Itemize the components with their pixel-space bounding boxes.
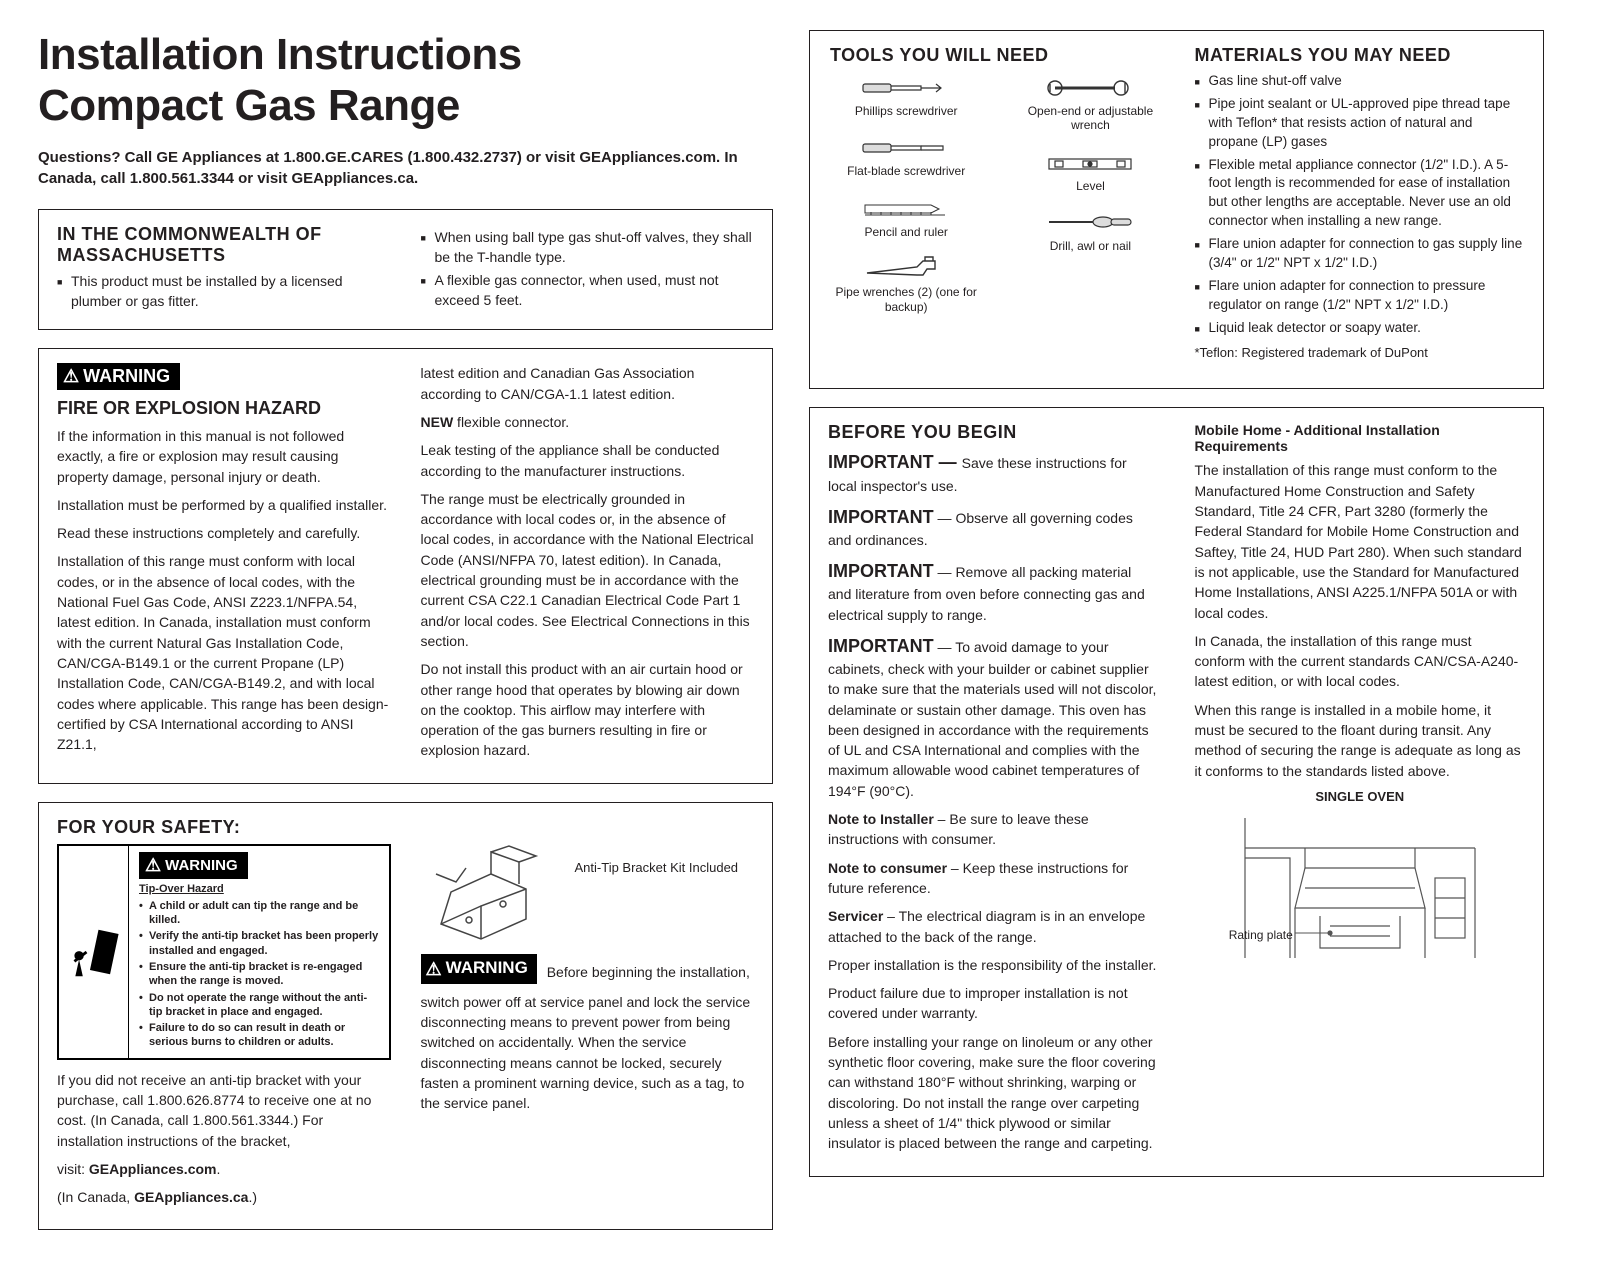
important-line: IMPORTANT — Remove all packing material …: [828, 558, 1159, 625]
mass-right-list: When using ball type gas shut-off valves…: [421, 228, 755, 310]
tipover-icon: [59, 846, 129, 1058]
tipover-title: Tip-Over Hazard: [139, 883, 379, 895]
note-line: Servicer – The electrical diagram is in …: [828, 906, 1159, 947]
fire-hazard-box: WARNING FIRE OR EXPLOSION HAZARD If the …: [38, 348, 773, 783]
tipover-item: Ensure the anti-tip bracket is re-engage…: [139, 960, 379, 989]
mobile-para: When this range is installed in a mobile…: [1195, 700, 1526, 781]
safety-followup: (In Canada, GEAppliances.ca.): [57, 1187, 391, 1207]
drill-icon: [1045, 209, 1135, 237]
important-line: IMPORTANT — Save these instructions for …: [828, 449, 1159, 495]
material-item: Pipe joint sealant or UL-approved pipe t…: [1195, 95, 1524, 152]
materials-list: Gas line shut-off valve Pipe joint seala…: [1195, 72, 1524, 338]
safety-followup: If you did not receive an anti-tip brack…: [57, 1070, 391, 1151]
tools-section: TOOLS YOU WILL NEED Phillips screwdriver…: [830, 45, 1159, 370]
tipover-item: Verify the anti-tip bracket has been pro…: [139, 929, 379, 958]
questions-text: Questions? Call GE Appliances at 1.800.G…: [38, 147, 773, 189]
important-line: IMPORTANT — To avoid damage to your cabi…: [828, 633, 1159, 801]
phillips-screwdriver-icon: [861, 74, 951, 102]
page-root: Installation Instructions Compact Gas Ra…: [38, 30, 1562, 1248]
rating-figure: SINGLE OVEN Rating plate: [1195, 789, 1526, 961]
rating-plate-label: Rating plate: [1229, 928, 1293, 942]
mobile-heading: Mobile Home - Additional Installation Re…: [1195, 422, 1526, 454]
fire-para: NEW flexible connector.: [421, 412, 755, 432]
warning-badge: WARNING: [139, 852, 248, 879]
left-column: Installation Instructions Compact Gas Ra…: [38, 30, 773, 1248]
fire-para: If the information in this manual is not…: [57, 426, 391, 487]
tool-item: Open-end or adjustable wrench: [1022, 74, 1158, 133]
note-line: Note to Installer – Be sure to leave the…: [828, 809, 1159, 850]
massachusetts-box: IN THE COMMONWEALTH OF MASSACHUSETTS Thi…: [38, 209, 773, 330]
bracket-figure: Anti-Tip Bracket Kit Included: [421, 844, 755, 944]
warning-badge: WARNING: [57, 363, 180, 390]
tool-item: Pencil and ruler: [861, 195, 951, 239]
mass-bullet: A flexible gas connector, when used, mus…: [421, 271, 755, 310]
fire-para: The range must be electrically grounded …: [421, 489, 755, 651]
materials-footnote: *Teflon: Registered trademark of DuPont: [1195, 344, 1524, 363]
safety-followup: visit: GEAppliances.com.: [57, 1159, 391, 1179]
tipover-item: A child or adult can tip the range and b…: [139, 899, 379, 928]
note-line: Note to consumer – Keep these instructio…: [828, 858, 1159, 899]
bracket-caption: Anti-Tip Bracket Kit Included: [575, 844, 739, 877]
tools-materials-box: TOOLS YOU WILL NEED Phillips screwdriver…: [809, 30, 1544, 389]
mobile-para: The installation of this range must conf…: [1195, 460, 1526, 622]
fire-para: Read these instructions completely and c…: [57, 523, 391, 543]
tools-heading: TOOLS YOU WILL NEED: [830, 45, 1159, 66]
tool-item: Drill, awl or nail: [1045, 209, 1135, 253]
before-para: Before installing your range on linoleum…: [828, 1032, 1159, 1154]
materials-section: MATERIALS YOU MAY NEED Gas line shut-off…: [1195, 45, 1524, 370]
mobile-para: In Canada, the installation of this rang…: [1195, 631, 1526, 692]
right-column: TOOLS YOU WILL NEED Phillips screwdriver…: [809, 30, 1544, 1248]
mass-left-list: This product must be installed by a lice…: [57, 272, 391, 311]
fire-para: latest edition and Canadian Gas Associat…: [421, 363, 755, 404]
flat-screwdriver-icon: [861, 134, 951, 162]
before-heading: BEFORE YOU BEGIN: [828, 422, 1159, 443]
pipe-wrench-icon: [861, 255, 951, 283]
pencil-ruler-icon: [861, 195, 951, 223]
tool-item: Flat-blade screwdriver: [847, 134, 965, 178]
level-icon: [1045, 149, 1135, 177]
tool-item: Level: [1045, 149, 1135, 193]
mass-bullet: This product must be installed by a lice…: [57, 272, 391, 311]
bracket-icon: [421, 844, 561, 944]
mass-bullet: When using ball type gas shut-off valves…: [421, 228, 755, 267]
important-line: IMPORTANT — Observe all governing codes …: [828, 504, 1159, 550]
tool-item: Phillips screwdriver: [855, 74, 958, 118]
material-item: Flexible metal appliance connector (1/2"…: [1195, 156, 1524, 232]
material-item: Liquid leak detector or soapy water.: [1195, 319, 1524, 338]
safety-warn-para: WARNING Before beginning the installatio…: [421, 954, 755, 1114]
fire-para: Leak testing of the appliance shall be c…: [421, 440, 755, 481]
before-para: Proper installation is the responsibilit…: [828, 955, 1159, 975]
fire-para: Installation of this range must conform …: [57, 551, 391, 754]
tipover-list: A child or adult can tip the range and b…: [139, 899, 379, 1050]
safety-box: FOR YOUR SAFETY: WARNI: [38, 802, 773, 1231]
tipover-item: Do not operate the range without the ant…: [139, 991, 379, 1020]
mass-heading: IN THE COMMONWEALTH OF MASSACHUSETTS: [57, 224, 391, 266]
fire-para: Do not install this product with an air …: [421, 659, 755, 760]
fire-para: Installation must be performed by a qual…: [57, 495, 391, 515]
before-begin-box: BEFORE YOU BEGIN IMPORTANT — Save these …: [809, 407, 1544, 1176]
wrench-icon: [1045, 74, 1135, 102]
material-item: Gas line shut-off valve: [1195, 72, 1524, 91]
tool-item: Pipe wrenches (2) (one for backup): [830, 255, 982, 314]
material-item: Flare union adapter for connection to ga…: [1195, 235, 1524, 273]
tipover-warning-box: WARNING Tip-Over Hazard A child or adult…: [57, 844, 391, 1060]
materials-heading: MATERIALS YOU MAY NEED: [1195, 45, 1524, 66]
before-para: Product failure due to improper installa…: [828, 983, 1159, 1024]
safety-heading: FOR YOUR SAFETY:: [57, 817, 754, 838]
warning-badge: WARNING: [421, 954, 537, 984]
material-item: Flare union adapter for connection to pr…: [1195, 277, 1524, 315]
tipover-item: Failure to do so can result in death or …: [139, 1021, 379, 1050]
page-title: Installation Instructions Compact Gas Ra…: [38, 30, 773, 131]
fire-heading: FIRE OR EXPLOSION HAZARD: [57, 398, 391, 420]
single-oven-label: SINGLE OVEN: [1315, 789, 1404, 804]
